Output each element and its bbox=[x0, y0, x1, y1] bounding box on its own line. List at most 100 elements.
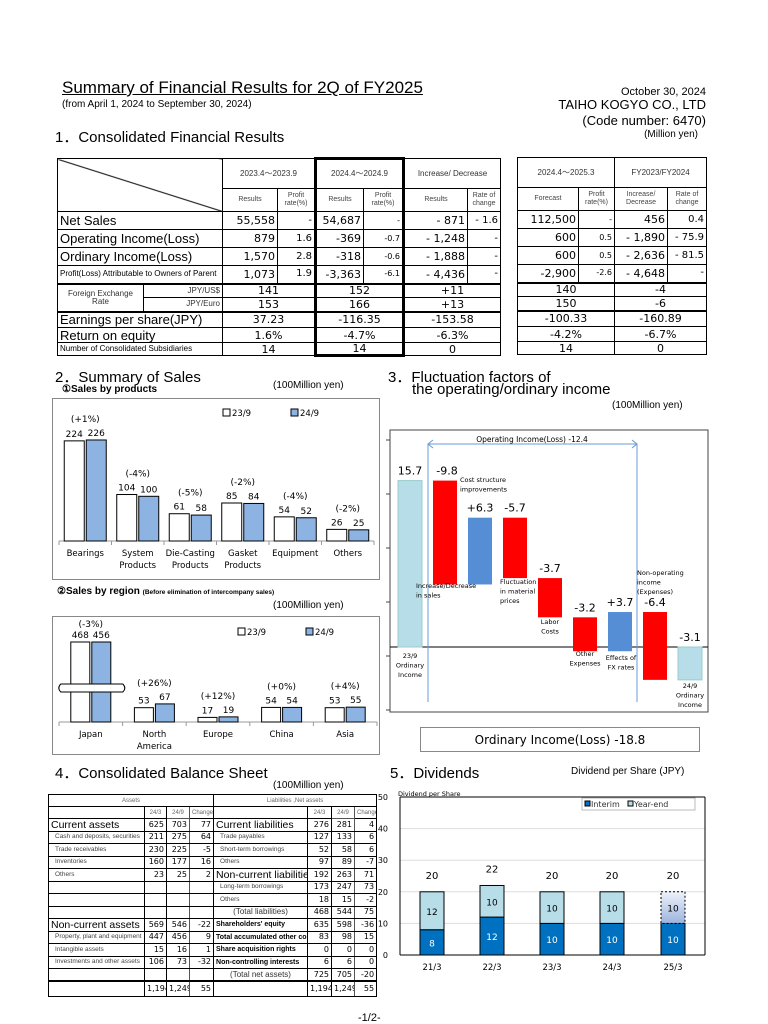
factor-label: Other Expenses bbox=[570, 650, 602, 668]
factor-label-line: income bbox=[637, 579, 661, 587]
change-label: (-2%) bbox=[230, 478, 255, 488]
factor-label-line: Non-operating bbox=[637, 569, 684, 577]
period: (from April 1, 2024 to September 30, 202… bbox=[62, 99, 252, 110]
liability-value: 705 bbox=[331, 968, 356, 982]
legend-label: 23/9 bbox=[232, 409, 251, 419]
category-label-line: Europe bbox=[203, 730, 233, 740]
waterfall-bar bbox=[573, 617, 597, 652]
yearend-label: 10 bbox=[606, 905, 618, 915]
interim-bar bbox=[660, 922, 686, 956]
category-label-line: Japan bbox=[78, 730, 103, 740]
bar-value-label: 468 bbox=[72, 631, 89, 641]
asset-value: 77 bbox=[188, 818, 215, 832]
legend-swatch bbox=[627, 800, 634, 807]
period-curr: 2024.4～2024.9 bbox=[314, 157, 405, 189]
region-chart-frame: 468 456 (-3%) Japan 53 67 (+26%) North America 17… bbox=[52, 616, 380, 755]
factor-label-line: prices bbox=[500, 597, 520, 605]
fluctuation-waterfall-chart: 15.7 -9.8 +6.3 -5.7 -3.7 -3.2 +3.7 -6.4 -3.1 Oper… bbox=[386, 429, 709, 713]
value-cell: 55,558 bbox=[222, 211, 278, 230]
y-tick-label: 0 bbox=[383, 951, 388, 960]
value-cell: - 2,636 bbox=[614, 246, 668, 265]
liability-value: 52 bbox=[307, 843, 333, 857]
period-forecast: 2024.4～2025.3 bbox=[517, 157, 615, 188]
change-label: (-4%) bbox=[283, 492, 308, 502]
asset-value: 15 bbox=[144, 943, 167, 957]
y-tick-label: 40 bbox=[378, 825, 388, 834]
asset-label bbox=[48, 880, 145, 894]
waterfall-bar bbox=[433, 480, 457, 585]
asset-label bbox=[48, 980, 145, 997]
forecast-row: 600 0.5- 2,636- 81.5 bbox=[517, 246, 708, 265]
subhead: Rate of change bbox=[666, 187, 708, 211]
legend-swatch bbox=[222, 408, 231, 417]
factor-label-line: in sales bbox=[416, 592, 441, 600]
legend-label: 24/9 bbox=[300, 409, 319, 419]
value-cell: 1.6 bbox=[277, 229, 316, 248]
section3-title-2: the operating/ordinary income bbox=[412, 381, 611, 398]
liability-value: 1,249 bbox=[331, 980, 356, 997]
legend-swatch bbox=[305, 627, 314, 636]
company-name: TAIHO KOGYO CO., LTD bbox=[558, 97, 706, 112]
factor-label-line: in material bbox=[500, 588, 535, 596]
factor-label-line: Income bbox=[398, 671, 422, 679]
bar-value-label: 19 bbox=[223, 706, 235, 716]
waterfall-value-label: -3.2 bbox=[574, 601, 595, 614]
asset-value: 160 bbox=[144, 855, 167, 869]
yearend-label: 10 bbox=[667, 905, 679, 915]
period-fy: FY2023/FY2024 bbox=[613, 157, 708, 188]
asset-value: 64 bbox=[188, 830, 215, 844]
category-label-line: Die-Casting bbox=[166, 549, 215, 559]
value-cell: 1,073 bbox=[222, 265, 278, 284]
liabilities-header: Liabilities ,Net assets bbox=[213, 794, 378, 807]
change-label: (-5%) bbox=[178, 489, 203, 499]
factor-label-line: Income bbox=[678, 701, 702, 709]
category-label: Equipment bbox=[272, 549, 319, 559]
value-cell: 1.9 bbox=[277, 265, 316, 284]
asset-value: 230 bbox=[144, 843, 167, 857]
factor-label-line: Fluctuation bbox=[500, 578, 536, 586]
bar-23-9 bbox=[133, 707, 154, 723]
financial-results-table: 2023.4～2023.9 2024.4～2024.9 Increase/ De… bbox=[57, 157, 501, 357]
asset-value: 177 bbox=[166, 855, 190, 869]
value-cell: 0 bbox=[403, 342, 501, 356]
balance-row: Inventories 160 177 16 Others 97 89 -7 bbox=[48, 855, 378, 869]
col-head: 24/3 bbox=[144, 806, 167, 819]
value-cell: - 871 bbox=[403, 211, 468, 230]
liability-label: Short-term borrowings bbox=[213, 843, 309, 857]
liability-label: Total accumulated other comprehensive in… bbox=[213, 930, 309, 944]
metric-row: Earnings per share(JPY) 37.23 -116.35 -153.… bbox=[57, 310, 501, 328]
value-cell: - bbox=[363, 211, 405, 230]
asset-label: Property, plant and equipment bbox=[48, 930, 145, 944]
balance-row: Others 18 15 -2 bbox=[48, 893, 378, 907]
products-chart-frame: 224 226 (+1%) Bearings 104 100 (-4%) System Prod… bbox=[52, 398, 380, 580]
asset-label: Non-current assets bbox=[48, 918, 145, 932]
asset-label bbox=[48, 905, 145, 919]
category-label-line: Products bbox=[224, 561, 261, 571]
total-label: 22 bbox=[486, 864, 499, 875]
fx-currency: JPY/US$ bbox=[143, 282, 223, 298]
bar-24-9 bbox=[282, 706, 303, 723]
legend-label: Year-end bbox=[633, 800, 668, 809]
category-label-line: Equipment bbox=[272, 549, 319, 559]
fluctuation-unit: (100Million yen) bbox=[612, 400, 683, 411]
y-axis-title: Dividend per Share bbox=[398, 790, 461, 798]
interim-label: 12 bbox=[486, 933, 497, 943]
value-cell: 600 bbox=[517, 246, 579, 265]
value-cell: - 1,248 bbox=[403, 229, 468, 248]
waterfall-value-label: -5.7 bbox=[504, 502, 525, 515]
change-label: (-3%) bbox=[79, 620, 104, 630]
liability-value: 247 bbox=[331, 880, 356, 894]
liability-value: 75 bbox=[354, 905, 378, 919]
value-cell: - 81.5 bbox=[666, 246, 708, 265]
yearend-label: 12 bbox=[426, 908, 437, 918]
change-label: (+0%) bbox=[267, 682, 296, 692]
category-label: System Products bbox=[119, 549, 156, 571]
col-head: 24/9 bbox=[166, 806, 190, 819]
bar-23-9 bbox=[116, 494, 138, 542]
liability-value: 544 bbox=[331, 905, 356, 919]
period-prev: 2023.4～2023.9 bbox=[222, 158, 316, 189]
asset-value: 73 bbox=[166, 955, 190, 969]
liability-value: 0 bbox=[354, 943, 378, 957]
value-cell: 1.6% bbox=[222, 327, 316, 343]
value-cell: -153.58 bbox=[403, 310, 501, 328]
